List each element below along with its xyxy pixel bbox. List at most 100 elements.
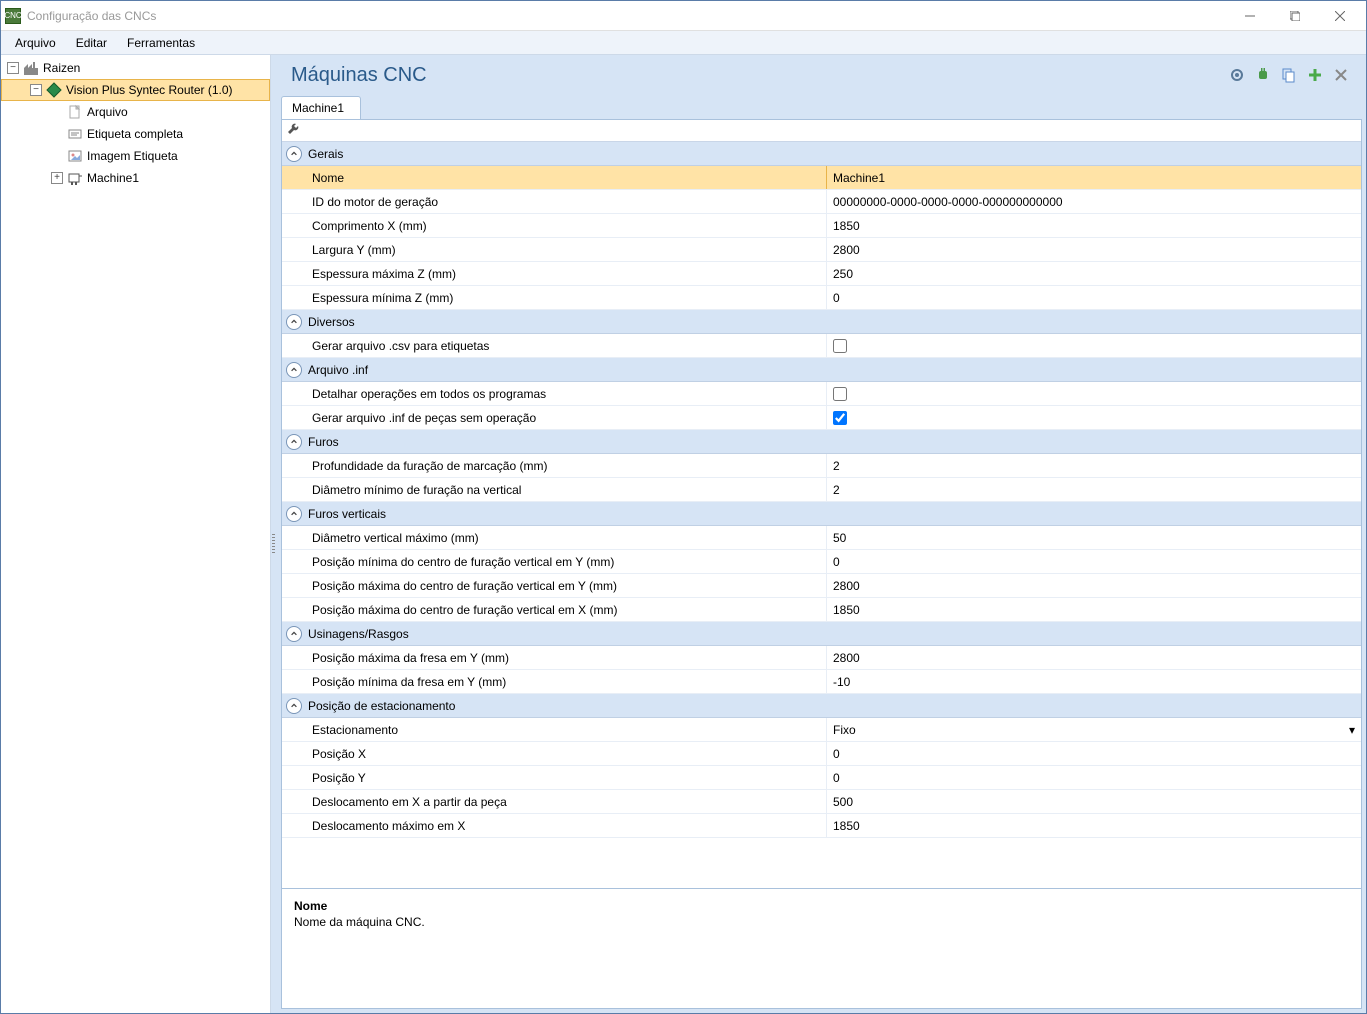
group-name: Diversos	[308, 315, 355, 329]
tree-router-label: Vision Plus Syntec Router (1.0)	[66, 83, 233, 97]
maximize-button[interactable]	[1272, 2, 1317, 30]
group-header[interactable]: Posição de estacionamento	[282, 694, 1361, 718]
property-row[interactable]: Largura Y (mm)2800	[282, 238, 1361, 262]
tree-machine[interactable]: + Machine1	[1, 167, 270, 189]
property-value-cell[interactable]: -10	[827, 670, 1361, 693]
property-row[interactable]: Detalhar operações em todos os programas	[282, 382, 1361, 406]
property-row[interactable]: Espessura mínima Z (mm)0	[282, 286, 1361, 310]
property-row[interactable]: Espessura máxima Z (mm)250	[282, 262, 1361, 286]
expander-icon[interactable]: +	[51, 172, 63, 184]
window-title: Configuração das CNCs	[27, 9, 1227, 23]
splitter[interactable]	[271, 55, 277, 1013]
delete-button[interactable]	[1330, 64, 1352, 86]
group-header[interactable]: Furos verticais	[282, 502, 1361, 526]
label-icon	[67, 126, 83, 142]
property-value-cell[interactable]: 0	[827, 766, 1361, 789]
chevron-up-icon	[286, 506, 302, 522]
expander-icon[interactable]: −	[30, 84, 42, 96]
property-value-cell[interactable]: 2800	[827, 574, 1361, 597]
body: − Raizen − Vision Plus Syntec Router (1.…	[1, 55, 1366, 1013]
property-row[interactable]: Posição máxima do centro de furação vert…	[282, 574, 1361, 598]
property-row[interactable]: ID do motor de geração00000000-0000-0000…	[282, 190, 1361, 214]
property-value-cell[interactable]: 2	[827, 454, 1361, 477]
property-row[interactable]: Posição mínima do centro de furação vert…	[282, 550, 1361, 574]
group-header[interactable]: Diversos	[282, 310, 1361, 334]
property-value-cell[interactable]: 2	[827, 478, 1361, 501]
close-button[interactable]	[1317, 2, 1362, 30]
wrench-icon[interactable]	[286, 122, 300, 139]
menubar: Arquivo Editar Ferramentas	[1, 31, 1366, 55]
property-row[interactable]: Gerar arquivo .inf de peças sem operação	[282, 406, 1361, 430]
property-row[interactable]: Diâmetro mínimo de furação na vertical2	[282, 478, 1361, 502]
dropdown-icon[interactable]: ▾	[1349, 723, 1355, 737]
tree-root[interactable]: − Raizen	[1, 57, 270, 79]
tree-leaf[interactable]: Etiqueta completa	[1, 123, 270, 145]
property-value-cell[interactable]	[827, 406, 1361, 429]
property-row[interactable]: Diâmetro vertical máximo (mm)50	[282, 526, 1361, 550]
chevron-up-icon	[286, 314, 302, 330]
menu-editar[interactable]: Editar	[66, 33, 117, 53]
property-row[interactable]: Comprimento X (mm)1850	[282, 214, 1361, 238]
property-row[interactable]: Posição máxima da fresa em Y (mm)2800	[282, 646, 1361, 670]
property-row[interactable]: Posição Y0	[282, 766, 1361, 790]
factory-icon	[23, 60, 39, 76]
property-value-cell[interactable]: 1850	[827, 214, 1361, 237]
property-value-cell[interactable]: 50	[827, 526, 1361, 549]
copy-button[interactable]	[1278, 64, 1300, 86]
property-value-cell[interactable]: 1850	[827, 598, 1361, 621]
tree-leaf[interactable]: Imagem Etiqueta	[1, 145, 270, 167]
expander-icon[interactable]: −	[7, 62, 19, 74]
tree-machine-label: Machine1	[87, 171, 139, 185]
tab-machine1[interactable]: Machine1	[281, 96, 361, 119]
property-row[interactable]: Posição mínima da fresa em Y (mm)-10	[282, 670, 1361, 694]
property-checkbox[interactable]	[833, 387, 847, 401]
property-value-cell[interactable]: 1850	[827, 814, 1361, 837]
group-header[interactable]: Furos	[282, 430, 1361, 454]
property-row[interactable]: Deslocamento em X a partir da peça500	[282, 790, 1361, 814]
property-name: Detalhar operações em todos os programas	[282, 382, 827, 405]
minimize-button[interactable]	[1227, 2, 1272, 30]
gear-button[interactable]	[1226, 64, 1248, 86]
tree-leaf[interactable]: Arquivo	[1, 101, 270, 123]
property-row[interactable]: Posição máxima do centro de furação vert…	[282, 598, 1361, 622]
group-header[interactable]: Usinagens/Rasgos	[282, 622, 1361, 646]
menu-arquivo[interactable]: Arquivo	[5, 33, 66, 53]
property-value-cell[interactable]: 0	[827, 742, 1361, 765]
group-name: Arquivo .inf	[308, 363, 368, 377]
property-value-cell[interactable]: 00000000-0000-0000-0000-000000000000	[827, 190, 1361, 213]
group-header[interactable]: Gerais	[282, 142, 1361, 166]
property-value-cell[interactable]	[827, 334, 1361, 357]
main-panel: Máquinas CNC Machine1 GeraisNomeMachine1…	[277, 55, 1366, 1013]
property-value-cell[interactable]: 250	[827, 262, 1361, 285]
property-row[interactable]: Gerar arquivo .csv para etiquetas	[282, 334, 1361, 358]
property-name: Posição mínima da fresa em Y (mm)	[282, 670, 827, 693]
property-name: Posição máxima da fresa em Y (mm)	[282, 646, 827, 669]
property-row[interactable]: NomeMachine1	[282, 166, 1361, 190]
property-value-cell[interactable]: Fixo ▾	[827, 718, 1361, 741]
property-name: Posição máxima do centro de furação vert…	[282, 574, 827, 597]
property-checkbox[interactable]	[833, 411, 847, 425]
property-checkbox[interactable]	[833, 339, 847, 353]
property-value: 250	[833, 267, 853, 281]
property-value: 1850	[833, 219, 860, 233]
property-row[interactable]: Deslocamento máximo em X1850	[282, 814, 1361, 838]
tree-router[interactable]: − Vision Plus Syntec Router (1.0)	[1, 79, 270, 101]
plugin-button[interactable]	[1252, 64, 1274, 86]
property-value: Fixo	[833, 723, 856, 737]
property-value-cell[interactable]: 0	[827, 550, 1361, 573]
property-row[interactable]: EstacionamentoFixo▾	[282, 718, 1361, 742]
property-row[interactable]: Profundidade da furação de marcação (mm)…	[282, 454, 1361, 478]
property-value-cell[interactable]	[827, 382, 1361, 405]
add-button[interactable]	[1304, 64, 1326, 86]
property-value-cell[interactable]: 2800	[827, 238, 1361, 261]
desc-text: Nome da máquina CNC.	[294, 915, 1349, 929]
grid-body[interactable]: GeraisNomeMachine1ID do motor de geração…	[282, 142, 1361, 888]
property-value-cell[interactable]: 2800	[827, 646, 1361, 669]
property-name: Deslocamento máximo em X	[282, 814, 827, 837]
property-value-cell[interactable]: 500	[827, 790, 1361, 813]
property-row[interactable]: Posição X0	[282, 742, 1361, 766]
group-header[interactable]: Arquivo .inf	[282, 358, 1361, 382]
menu-ferramentas[interactable]: Ferramentas	[117, 33, 205, 53]
property-value-cell[interactable]: Machine1	[827, 166, 1361, 189]
property-value-cell[interactable]: 0	[827, 286, 1361, 309]
